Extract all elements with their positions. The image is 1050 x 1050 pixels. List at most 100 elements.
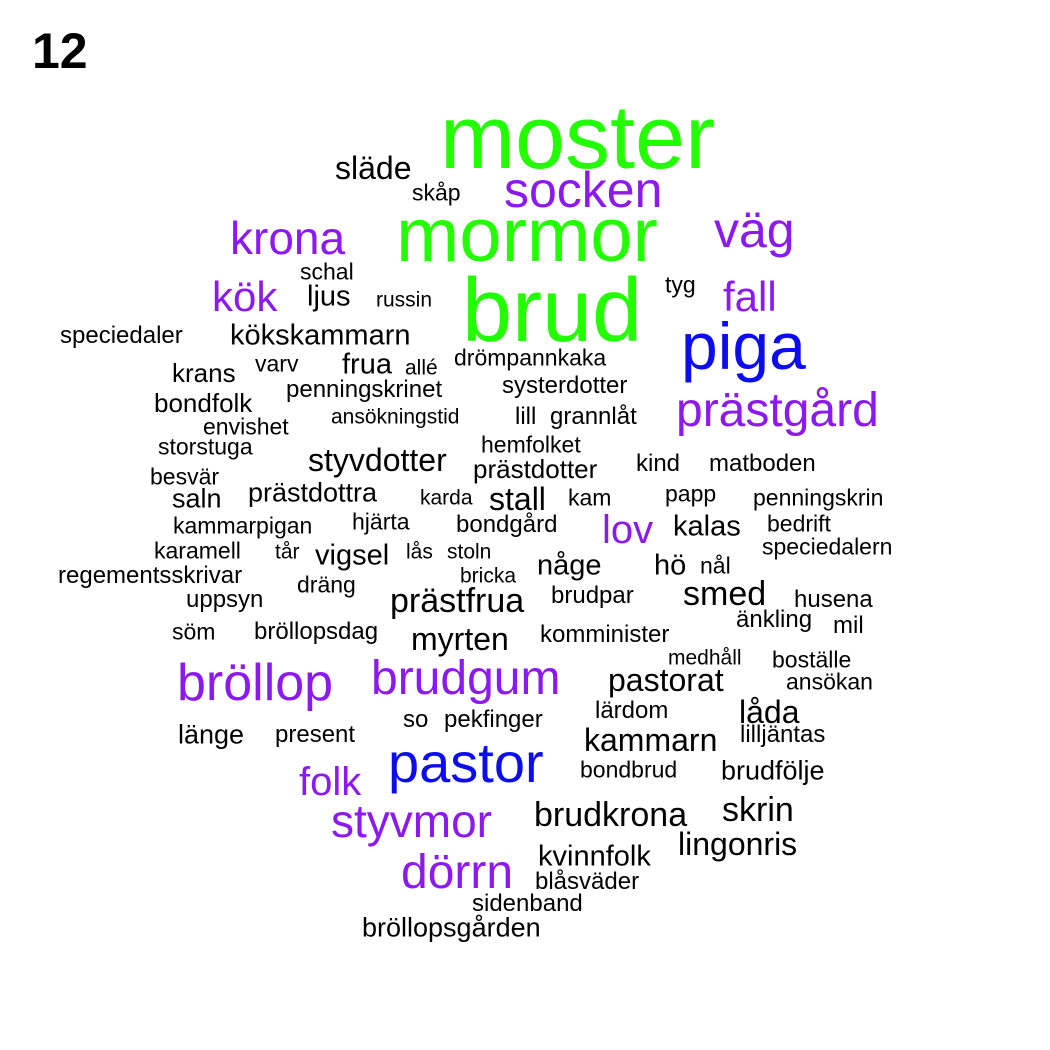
word-brudgum: brudgum — [371, 652, 561, 705]
word-papp: papp — [665, 480, 717, 507]
word-drang: dräng — [297, 571, 356, 598]
word-saln: saln — [172, 483, 222, 514]
word-hjarta: hjärta — [352, 508, 410, 535]
word-husena: husena — [794, 586, 873, 613]
word-speciedalern: speciedalern — [762, 533, 893, 560]
word-som: söm — [172, 618, 216, 645]
word-russin: russin — [376, 288, 433, 312]
word-styvmor: styvmor — [331, 795, 492, 847]
word-lardom: lärdom — [595, 697, 669, 724]
word-pastorat: pastorat — [608, 662, 724, 698]
word-kok: kök — [212, 273, 278, 320]
word-stoln: stoln — [447, 540, 492, 564]
word-lill: lill — [515, 403, 537, 430]
word-bondfolk: bondfolk — [154, 388, 253, 418]
word-drompannkaka: drömpannkaka — [454, 344, 607, 371]
word-ansokan: ansökan — [786, 668, 873, 695]
word-schal: schal — [300, 258, 354, 285]
word-brud: brud — [462, 261, 643, 361]
word-envishet: envishet — [203, 413, 289, 440]
word-piga: piga — [681, 309, 806, 383]
word-blasvader: blåsväder — [535, 868, 640, 895]
word-penningskrin: penningskrin — [753, 484, 884, 511]
word-brudfolje: brudfölje — [721, 755, 825, 786]
word-bondbrud: bondbrud — [580, 756, 678, 783]
word-krans: krans — [172, 358, 236, 388]
word-pastor: pastor — [388, 731, 544, 794]
word-kind: kind — [636, 450, 681, 477]
word-slade: släde — [335, 150, 412, 186]
word-medhall: medhåll — [668, 646, 742, 670]
word-ljus: ljus — [307, 280, 351, 313]
word-frua: frua — [342, 348, 392, 381]
word-brollopsdag: bröllopsdag — [254, 618, 379, 645]
word-lingonris: lingonris — [678, 826, 798, 862]
word-styvdotter: styvdotter — [308, 442, 447, 478]
word-karamell: karamell — [154, 537, 241, 564]
word-vigsel: vigsel — [315, 539, 390, 572]
word-brudpar: brudpar — [551, 582, 634, 609]
word-varv: varv — [255, 350, 299, 377]
word-kvinnfolk: kvinnfolk — [538, 840, 651, 873]
word-folk: folk — [299, 760, 362, 804]
word-prastfrua: prästfrua — [390, 582, 525, 620]
word-karda: karda — [420, 486, 473, 510]
word-bostalle: boställe — [772, 646, 852, 673]
word-socken: socken — [504, 162, 663, 218]
word-skap: skåp — [412, 179, 461, 206]
word-lange: länge — [178, 719, 245, 750]
word-lov: lov — [602, 508, 654, 552]
word-dorrn: dörrn — [401, 846, 514, 899]
word-myrten: myrten — [411, 621, 509, 657]
word-storstuga: storstuga — [158, 433, 253, 460]
word-moster: moster — [440, 88, 716, 188]
word-fall: fall — [723, 273, 777, 320]
word-brollopsgarden: bröllopsgården — [362, 912, 541, 943]
word-pekfinger: pekfinger — [444, 706, 543, 733]
word-sidenband: sidenband — [472, 890, 583, 917]
word-vag: väg — [714, 202, 795, 258]
word-besvar: besvär — [150, 463, 220, 490]
word-kammarn: kammarn — [584, 722, 718, 758]
word-mil: mil — [833, 612, 864, 639]
word-regementsskrivar: regementsskrivar — [58, 562, 243, 589]
word-kammarpigan: kammarpigan — [173, 512, 313, 539]
word-matboden: matboden — [709, 450, 816, 477]
word-ankling: änkling — [736, 606, 813, 633]
word-prastgard: prästgård — [676, 384, 879, 437]
word-kokskammarn: kökskammarn — [230, 319, 411, 352]
word-komminister: komminister — [540, 621, 670, 648]
word-kam: kam — [568, 484, 612, 511]
word-lilljantas: lilljäntas — [740, 721, 826, 748]
word-las: lås — [406, 540, 433, 564]
word-ansokningstid: ansökningstid — [331, 405, 460, 429]
word-bricka: bricka — [460, 564, 517, 588]
word-tyg: tyg — [665, 271, 696, 298]
word-grannlat: grannlåt — [550, 403, 637, 430]
word-bedrift: bedrift — [767, 510, 831, 537]
word-krona: krona — [230, 212, 346, 264]
word-skrin: skrin — [722, 791, 794, 829]
word-penningskrinet: penningskrinet — [286, 376, 443, 403]
word-so: so — [403, 706, 429, 733]
word-stall: stall — [489, 481, 546, 517]
word-prastdotter: prästdotter — [473, 454, 598, 484]
word-present: present — [275, 721, 356, 748]
word-brollop: bröllop — [177, 654, 334, 712]
word-uppsyn: uppsyn — [186, 586, 264, 613]
word-bondgard: bondgård — [456, 511, 558, 538]
word-tar: tår — [275, 540, 300, 564]
word-ho: hö — [654, 549, 687, 582]
word-alle: allé — [405, 356, 438, 380]
word-speciedaler: speciedaler — [60, 322, 183, 349]
word-nal: nål — [700, 552, 731, 579]
panel-label: 12 — [32, 23, 88, 79]
word-hemfolket: hemfolket — [481, 431, 581, 458]
word-prastdottra: prästdottra — [248, 477, 378, 508]
word-mormor: mormor — [396, 193, 658, 278]
word-lada: låda — [739, 694, 800, 730]
word-brudkrona: brudkrona — [534, 796, 688, 834]
word-nage: någe — [537, 549, 602, 582]
word-smed: smed — [683, 575, 767, 613]
